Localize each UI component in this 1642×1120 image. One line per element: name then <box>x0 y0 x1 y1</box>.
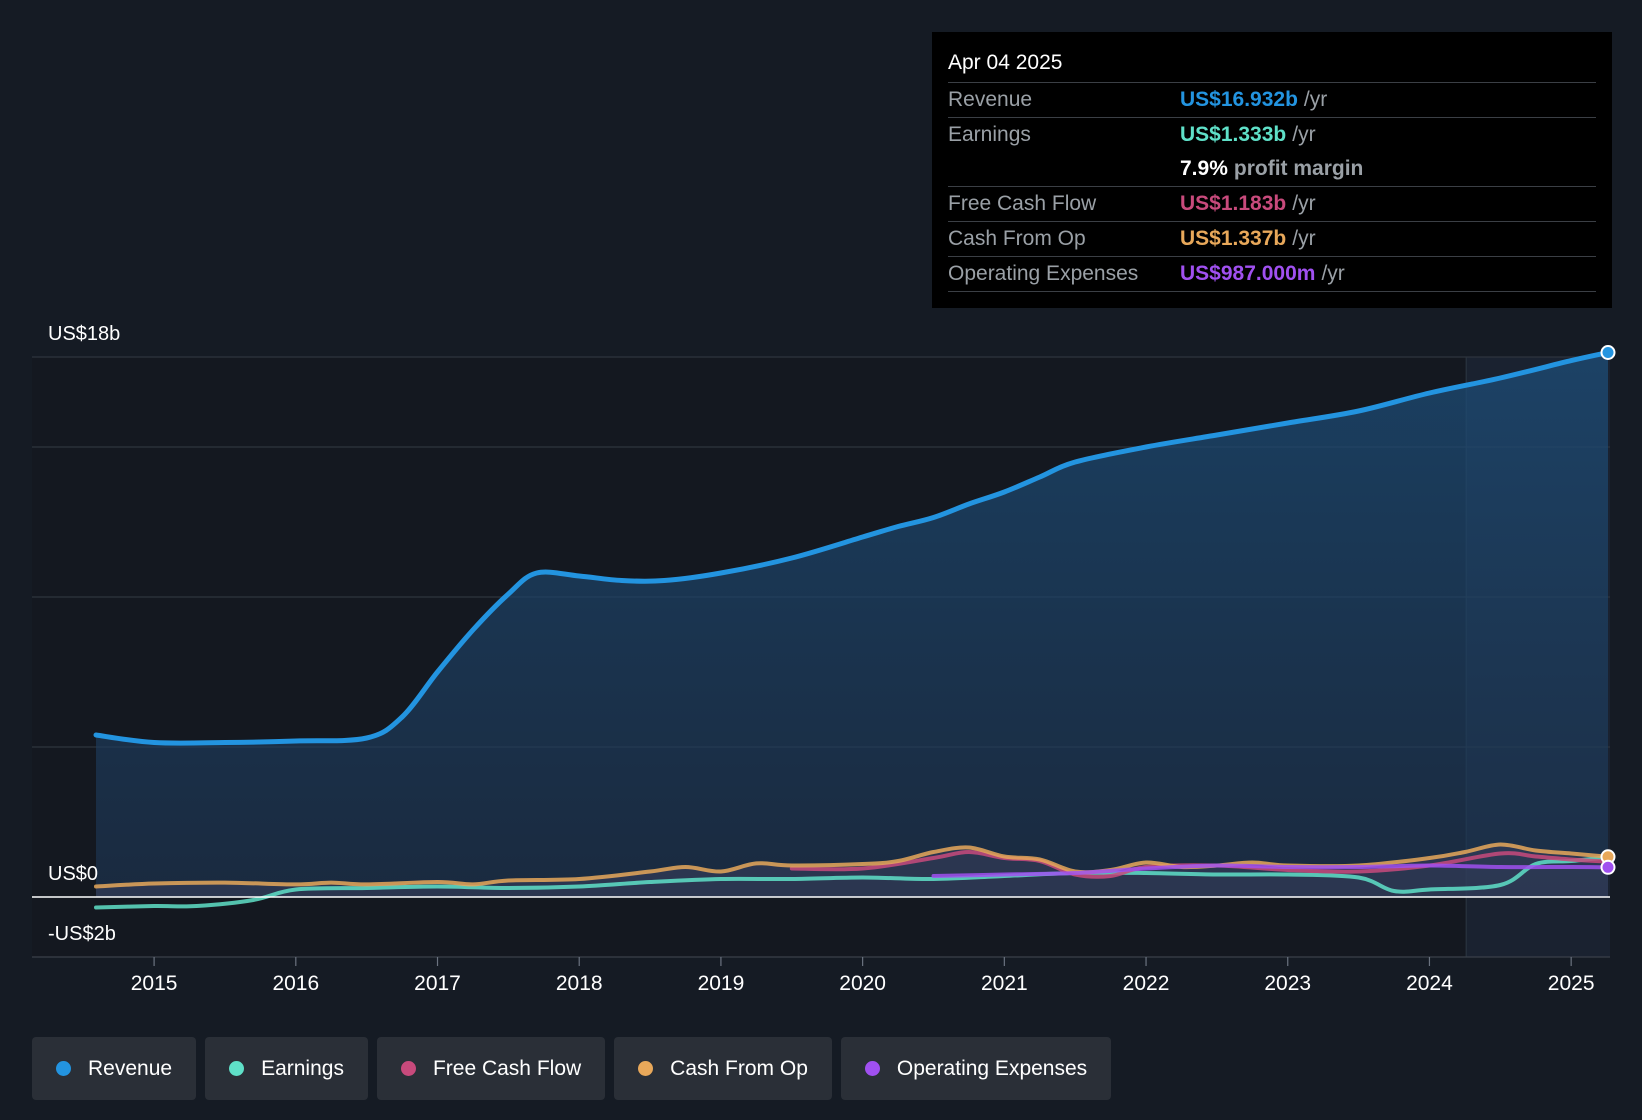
legend-label: Revenue <box>88 1056 173 1080</box>
tooltip-panel: Apr 04 2025 Revenue US$16.932b /yr Earni… <box>932 32 1612 308</box>
legend-label: Cash From Op <box>670 1056 808 1080</box>
tooltip-unit: /yr <box>1292 227 1316 250</box>
tooltip-unit: /yr <box>1292 123 1316 146</box>
tooltip-label: Free Cash Flow <box>948 192 1097 215</box>
tooltip-value: US$1.183b <box>1180 192 1287 215</box>
tooltip-value: US$1.333b <box>1180 123 1287 146</box>
legend-item-free-cash-flow[interactable]: Free Cash Flow <box>376 1037 606 1100</box>
x-tick-label: 2023 <box>1264 972 1311 995</box>
tooltip-label: Earnings <box>948 123 1031 146</box>
tooltip-label: Cash From Op <box>948 227 1086 250</box>
x-tick-label: 2017 <box>414 972 461 995</box>
legend-item-revenue[interactable]: Revenue <box>32 1037 197 1100</box>
tooltip-unit: /yr <box>1303 88 1328 111</box>
legend-label: Operating Expenses <box>896 1056 1088 1080</box>
legend-item-operating-expenses[interactable]: Operating Expenses <box>840 1037 1112 1100</box>
tooltip-row-earnings: Earnings US$1.333b /yr <box>948 118 1596 152</box>
legend-dot-icon <box>638 1061 654 1076</box>
legend-dot-icon <box>229 1061 245 1076</box>
tooltip-value: US$16.932b <box>1180 88 1298 111</box>
legend-item-earnings[interactable]: Earnings <box>205 1037 368 1100</box>
y-axis-label: US$18b <box>48 323 120 345</box>
tooltip-row-opex: Operating Expenses US$987.000m /yr <box>948 257 1596 292</box>
legend-label: Free Cash Flow <box>432 1056 582 1080</box>
legend-dot-icon <box>400 1061 416 1076</box>
x-tick-label: 2022 <box>1123 972 1170 995</box>
tooltip-unit: profit margin <box>1233 157 1364 180</box>
tooltip-label <box>948 152 1180 186</box>
legend-item-cash-from-op[interactable]: Cash From Op <box>614 1037 832 1100</box>
x-tick-label: 2024 <box>1406 972 1453 995</box>
tooltip-value: 7.9% <box>1180 157 1228 180</box>
cfo-line <box>94 842 1610 889</box>
opex-line <box>931 863 1610 878</box>
earnings-line <box>94 855 1610 910</box>
x-tick-label: 2020 <box>839 972 886 995</box>
tooltip-label: Operating Expenses <box>948 262 1139 285</box>
revenue-line <box>93 350 1611 746</box>
tooltip-label: Revenue <box>948 88 1033 111</box>
tooltip-date: Apr 04 2025 <box>948 48 1596 83</box>
chart-area: 2015 2016 2017 2018 2019 2020 2021 2022 2023 2024… <box>32 323 1616 995</box>
tooltip-unit: /yr <box>1292 192 1316 215</box>
legend-dot-icon <box>864 1061 880 1076</box>
x-tick-label: 2025 <box>1548 972 1595 995</box>
legend: Revenue Earnings Free Cash Flow Cash Fro… <box>32 1037 1112 1100</box>
x-tick-label: 2019 <box>698 972 745 995</box>
tooltip-row-cfo: Cash From Op US$1.337b /yr <box>948 222 1596 257</box>
tooltip-row-margin: 7.9% profit margin <box>948 152 1596 187</box>
y-axis-label: US$0 <box>48 863 98 885</box>
tooltip-value: US$1.337b <box>1180 227 1287 250</box>
revenue-end-point <box>1600 345 1616 360</box>
tooltip-row-fcf: Free Cash Flow US$1.183b /yr <box>948 187 1596 222</box>
x-tick-label: 2016 <box>272 972 319 995</box>
tooltip-row-revenue: Revenue US$16.932b /yr <box>948 83 1596 118</box>
x-tick-label: 2018 <box>556 972 603 995</box>
revenue-area <box>96 352 1608 897</box>
tooltip-value: US$987.000m <box>1180 262 1316 285</box>
opex-end-point <box>1600 859 1616 875</box>
y-axis-label: -US$2b <box>48 923 116 945</box>
tooltip-unit: /yr <box>1321 262 1345 285</box>
x-tick-label: 2015 <box>131 972 178 995</box>
x-tick-label: 2021 <box>981 972 1028 995</box>
legend-dot-icon <box>56 1061 71 1076</box>
legend-label: Earnings <box>261 1056 344 1080</box>
